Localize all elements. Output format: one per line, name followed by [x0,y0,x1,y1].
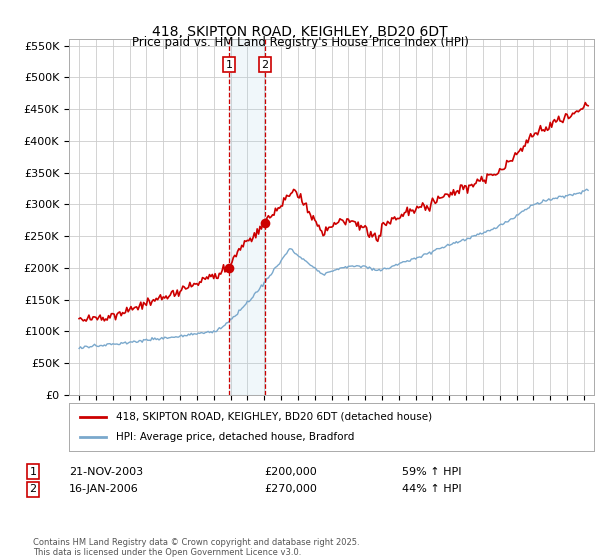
Text: 44% ↑ HPI: 44% ↑ HPI [402,484,461,494]
Text: 59% ↑ HPI: 59% ↑ HPI [402,466,461,477]
Text: 16-JAN-2006: 16-JAN-2006 [69,484,139,494]
Text: 2: 2 [262,59,269,69]
Text: £200,000: £200,000 [264,466,317,477]
Text: Contains HM Land Registry data © Crown copyright and database right 2025.
This d: Contains HM Land Registry data © Crown c… [33,538,359,557]
Text: Price paid vs. HM Land Registry's House Price Index (HPI): Price paid vs. HM Land Registry's House … [131,36,469,49]
Text: 1: 1 [29,466,37,477]
Bar [229,39,265,395]
Text: HPI: Average price, detached house, Bradford: HPI: Average price, detached house, Brad… [116,432,355,442]
Text: 418, SKIPTON ROAD, KEIGHLEY, BD20 6DT (detached house): 418, SKIPTON ROAD, KEIGHLEY, BD20 6DT (d… [116,412,433,422]
Text: 21-NOV-2003: 21-NOV-2003 [69,466,143,477]
Text: 2: 2 [29,484,37,494]
Text: 418, SKIPTON ROAD, KEIGHLEY, BD20 6DT: 418, SKIPTON ROAD, KEIGHLEY, BD20 6DT [152,25,448,39]
Text: 1: 1 [226,59,232,69]
Text: £270,000: £270,000 [264,484,317,494]
